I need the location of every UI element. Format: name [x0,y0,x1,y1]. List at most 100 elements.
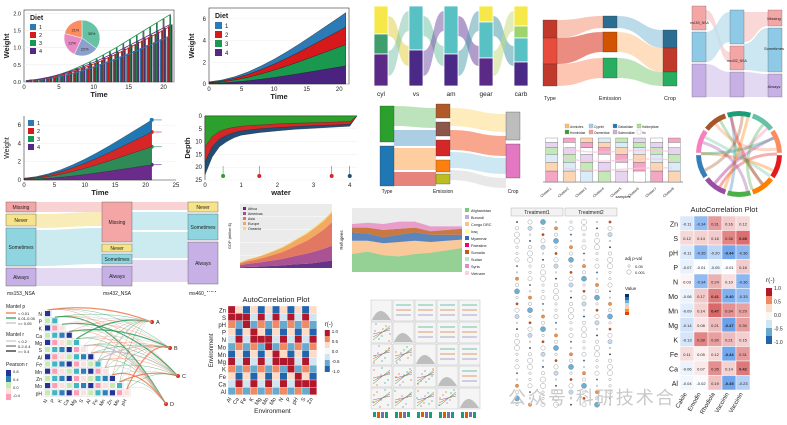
cell-value: -0.40 [724,294,734,299]
matrix-square [59,347,65,353]
scatter-point [403,374,405,376]
mantel-link [90,352,167,405]
dot [583,365,585,368]
heatmap-cell [227,320,236,329]
scatter-point [399,359,401,361]
dot [514,238,520,244]
matrix-square [45,311,51,317]
x-tick-label: 5 [240,87,244,93]
regression-line [438,395,457,401]
row-label: Mn [218,353,226,359]
legend-swatch [243,212,246,215]
dot [541,371,545,376]
dot [595,390,599,394]
heatmap-cell [235,365,243,373]
cell-value: 0.41 [711,294,720,299]
matrix-square [88,361,94,367]
x-axis-label: Time [90,90,107,99]
x-axis-label: Environment [254,408,291,415]
sankey-node [435,139,451,157]
heatmap-cell [235,387,243,395]
regression-line [372,329,391,335]
matrix-square [45,383,51,389]
legend-swatch [28,144,34,150]
pairs-cell [436,321,459,344]
color-scale-step [6,394,11,400]
scatter-point [423,402,425,404]
heatmap-cell [287,365,295,373]
dot [608,327,612,331]
heatmap-cell [287,320,295,329]
dot [554,308,558,312]
x-tick-label: Cluster1 [540,187,553,199]
stratum [729,45,745,71]
matrix-square [81,390,87,396]
heatmap-cell [257,328,266,336]
dot [594,351,600,358]
legend-label: 0.001 [635,270,646,275]
dot [515,296,519,299]
color-scale-step [324,342,330,348]
bar [92,66,95,83]
col-label: Vaccinin [728,392,744,414]
y-tick-label: 20 [195,165,202,171]
stratum [691,5,707,31]
heatmap-cell [257,350,266,358]
dot [553,294,559,301]
alluvial-flow [132,202,188,210]
heatmap-cell [242,350,251,358]
dot [568,389,574,395]
regression-line [372,325,391,341]
dot [528,402,532,407]
legend-label: Sudan [471,258,482,262]
bar [102,55,105,83]
scatter-point [396,362,398,364]
dot [581,402,587,408]
scatter-point [453,389,455,391]
stacked-area [240,260,332,268]
dot [607,263,613,269]
cell-value: 0.17 [697,294,706,299]
heatmap-cell [264,387,273,395]
diet-weight-bars-chart: 0.0 0.5 1.0 1.5 2.0 0 5 10 15 20 Time Weight Diet 1 2 3… [2,9,175,99]
stream-layer [352,232,462,244]
cell-value: 0.38 [725,236,734,241]
diet-weight-labeled-area-panel: 0 2 4 6 0 5 10 15 20 25 Time Weight 1 2 3 4 [2,110,182,200]
dot [596,227,598,230]
cell-value: -0.04 [682,381,692,386]
matrix-square [45,325,51,331]
regression-line [416,391,435,407]
dot [595,396,599,401]
dot [527,225,533,231]
heatmap-cell [242,313,251,321]
dot-matrix-panel: Treatment1 Treatment2 adj p-val 0.05 0.001 Va… [505,204,663,416]
heatmap-cell [301,342,310,351]
connector-flow [562,167,674,171]
cell-value: 0.24 [711,279,720,284]
marginal-bar [373,412,376,417]
heatmap-cell [250,313,258,321]
x-tick-label: 20 [160,85,167,91]
regression-line [372,369,391,385]
legend-title: Diet [215,13,229,20]
legend-title: r(-) [766,277,775,284]
dot [516,372,518,375]
dot [541,333,545,337]
dot [555,384,557,387]
dot [583,315,585,318]
scatter-point [428,403,430,405]
bar [126,53,128,83]
heatmap-cell [309,350,317,358]
chord-diagram-chart [696,111,782,197]
cell-value: 0.21 [711,323,720,328]
dot [553,345,559,351]
marginal-bar [417,412,420,418]
legend-label: >= 0.4 [18,349,30,354]
legend-swatch [465,236,469,240]
matrix-square [109,375,115,381]
matrix-square [45,332,51,338]
dot [609,397,611,400]
legend-label: Vietnam [471,272,485,276]
stacked-bar [632,142,646,148]
matrix-square [52,339,58,345]
